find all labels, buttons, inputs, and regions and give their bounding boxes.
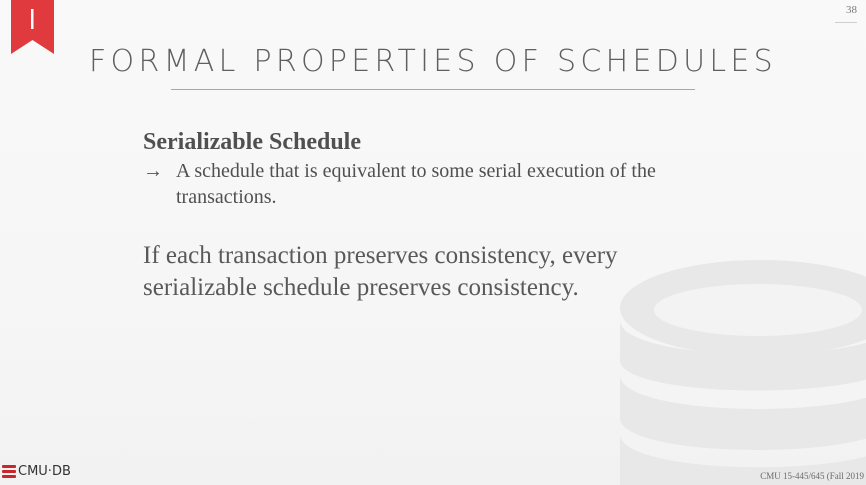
database-watermark-icon bbox=[620, 260, 866, 485]
logo-text: CMU·DB bbox=[18, 464, 71, 479]
page-number: 38 bbox=[835, 4, 857, 23]
arrow-icon: → bbox=[143, 160, 163, 182]
bullet-item: → A schedule that is equivalent to some … bbox=[143, 158, 743, 210]
section-heading: Serializable Schedule bbox=[143, 129, 361, 155]
slide-content: Serializable Schedule → A schedule that … bbox=[143, 126, 743, 304]
cmu-db-logo: CMU·DB bbox=[2, 464, 71, 479]
course-label: CMU 15-445/645 (Fall 2019 bbox=[760, 471, 864, 481]
consistency-statement: If each transaction preserves consistenc… bbox=[143, 242, 618, 301]
cmu-db-logo-icon bbox=[2, 465, 16, 478]
bookmark-icon bbox=[11, 0, 54, 54]
bullet-text: A schedule that is equivalent to some se… bbox=[176, 160, 656, 208]
slide-title: FORMAL PROPERTIES OF SCHEDULES bbox=[88, 44, 777, 79]
title-divider bbox=[171, 89, 695, 90]
